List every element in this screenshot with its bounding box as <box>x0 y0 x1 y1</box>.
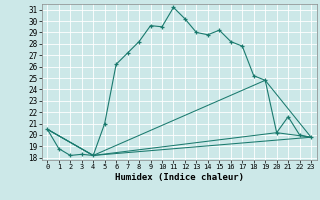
X-axis label: Humidex (Indice chaleur): Humidex (Indice chaleur) <box>115 173 244 182</box>
